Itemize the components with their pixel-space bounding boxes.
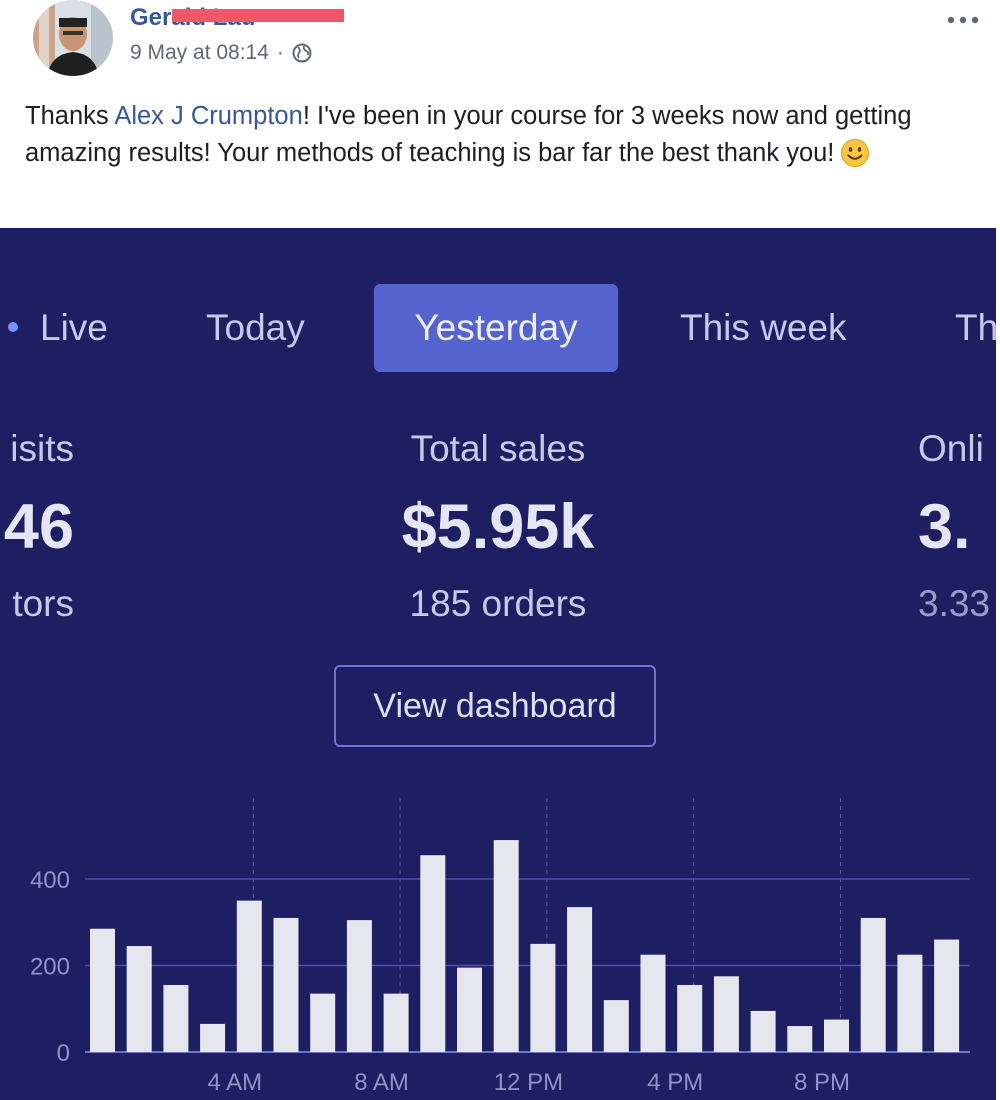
chart-bar <box>787 1026 813 1052</box>
tab-yesterday[interactable]: Yesterday <box>374 284 618 372</box>
tab-truncated[interactable]: Th <box>955 307 996 348</box>
online-value: 3. <box>918 492 971 562</box>
visits-label: isits <box>10 428 74 469</box>
chart-bar <box>420 855 446 1052</box>
chart-bar <box>713 976 739 1052</box>
total-sales-label: Total sales <box>410 428 586 469</box>
x-tick-label: 8 AM <box>354 1069 409 1096</box>
tab-live[interactable]: Live <box>8 284 108 372</box>
y-tick-label: 200 <box>30 954 70 981</box>
post-text: Thanks Alex J Crumpton! I've been in you… <box>25 98 975 172</box>
tab-live-label: Live <box>40 307 108 348</box>
x-tick-label: 12 PM <box>494 1069 563 1096</box>
chart-bar <box>236 900 262 1052</box>
y-tick-label: 400 <box>30 867 70 894</box>
y-tick-label: 0 <box>57 1040 70 1067</box>
chart-bar <box>457 967 482 1052</box>
smiley-emoji-icon <box>840 138 870 168</box>
view-dashboard-button[interactable]: View dashboard <box>334 665 656 747</box>
hourly-sales-bar-chart: 0 200 400 4 AM 8 AM 12 PM 4 PM 8 PM <box>30 798 970 1096</box>
chart-bar <box>824 1019 849 1052</box>
chart-bar <box>383 993 409 1052</box>
chart-bar <box>126 946 152 1052</box>
chart-bar <box>346 920 372 1052</box>
chart-bar <box>567 907 593 1052</box>
author-avatar[interactable] <box>33 0 113 76</box>
post-header: Gerald Lau 9 May at 08:14 · <box>0 0 1000 90</box>
chart-bar <box>677 984 703 1052</box>
post-text-start: Thanks <box>25 102 115 130</box>
chart-bar <box>897 954 923 1052</box>
chart-bar <box>163 984 189 1052</box>
chart-bar <box>640 954 666 1052</box>
chart-bar <box>200 1023 226 1052</box>
x-tick-label: 8 PM <box>794 1069 850 1096</box>
post-text-rest: ! I've been in your course for 3 weeks n… <box>25 102 912 167</box>
post-meta: 9 May at 08:14 · <box>130 41 312 65</box>
online-label: Onli <box>918 428 984 469</box>
chart-bar <box>934 939 960 1052</box>
globe-icon[interactable] <box>292 43 312 63</box>
x-tick-label: 4 AM <box>207 1069 262 1096</box>
post-timestamp[interactable]: 9 May at 08:14 <box>130 41 269 64</box>
chart-bar <box>530 943 556 1052</box>
tab-today[interactable]: Today <box>206 307 305 348</box>
orders-count: 185 orders <box>409 583 587 624</box>
more-options-icon[interactable] <box>945 6 981 28</box>
chart-bar <box>750 1010 776 1052</box>
meta-separator: · <box>276 41 284 64</box>
total-sales-value: $5.95k <box>401 492 595 562</box>
x-tick-label: 4 PM <box>647 1069 703 1096</box>
name-redaction-mark <box>172 9 344 22</box>
online-sub-value: 3.33 <box>918 583 991 624</box>
chart-bar <box>860 917 886 1052</box>
chart-bar <box>603 1000 629 1052</box>
tab-this-week[interactable]: This week <box>680 307 847 348</box>
chart-bar <box>90 928 115 1052</box>
live-dot-icon <box>8 322 18 333</box>
visitors-label: tors <box>12 583 74 624</box>
mention-link[interactable]: Alex J Crumpton <box>114 102 303 130</box>
chart-bar <box>273 917 299 1052</box>
visits-value: 46 <box>3 492 74 562</box>
chart-bar <box>310 993 336 1052</box>
sales-dashboard-screenshot: Live Today Yesterday This week Th isits … <box>0 228 996 1100</box>
chart-bar <box>493 840 519 1052</box>
